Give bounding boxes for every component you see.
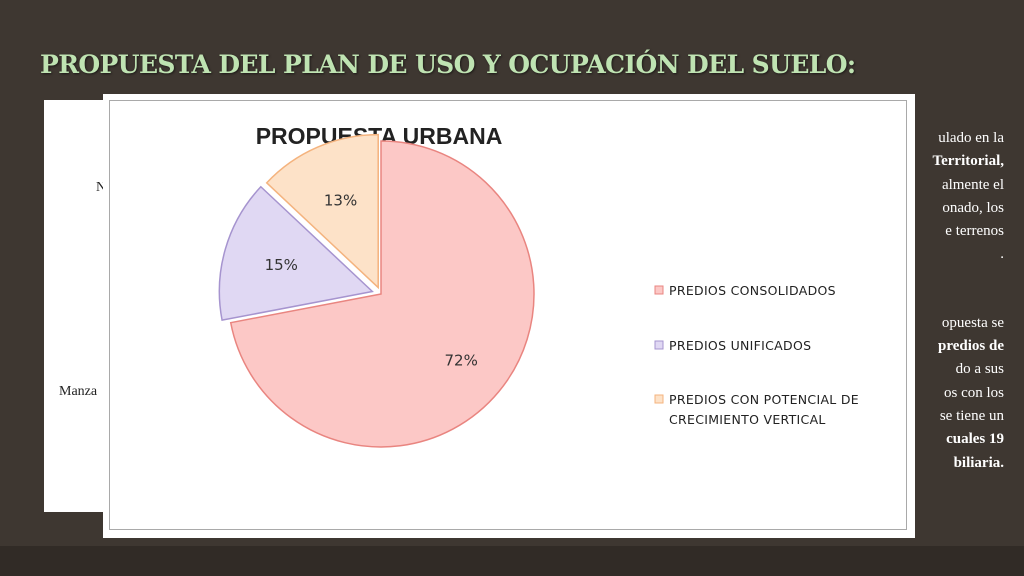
- slide-title: PROPUESTA DEL PLAN DE USO Y OCUPACIÓN DE…: [40, 50, 856, 79]
- body-line: os con los: [944, 384, 1004, 401]
- body-line: ulado en la: [938, 130, 1004, 146]
- pie-slice-3: [265, 133, 379, 290]
- body-line: Territorial,: [932, 153, 1004, 170]
- card-fragment-manza: Manza: [59, 384, 98, 399]
- legend-label-1: PREDIOS CONSOLIDADOS: [669, 283, 836, 298]
- slide-bottom-bar: [0, 546, 1024, 576]
- paragraph-gap: [902, 267, 1004, 312]
- legend-swatch-3: [654, 394, 664, 404]
- slice-data-label-3: 13%: [324, 192, 357, 210]
- legend-label-2: PREDIOS UNIFICADOS: [669, 338, 811, 353]
- card-fragment-n: N: [96, 180, 107, 195]
- legend-swatch-2: [654, 340, 664, 350]
- body-line: e terrenos: [945, 223, 1004, 240]
- slice-data-label-1: 72%: [444, 351, 477, 369]
- chart-frame: PROPUESTA URBANA 72% 15% 13% PREDIOS CONSOL…: [103, 94, 915, 538]
- legend-label-3: PREDIOS CON POTENCIAL DE: [669, 392, 859, 407]
- body-line: biliaria.: [953, 454, 1004, 471]
- body-line: cuales 19: [946, 431, 1004, 448]
- chart-title: PROPUESTA URBANA: [256, 123, 503, 149]
- chart-area: PROPUESTA URBANA 72% 15% 13% PREDIOS CONSOL…: [109, 100, 907, 530]
- body-line: onado, los: [942, 199, 1004, 216]
- body-line: do a sus: [955, 361, 1004, 378]
- body-line: .: [1000, 246, 1004, 263]
- body-line: predios de: [938, 338, 1004, 355]
- legend-swatch-1: [654, 285, 664, 295]
- right-body-text: ulado en la Territorial, almente el onad…: [902, 127, 1004, 475]
- pie-chart: PROPUESTA URBANA 72% 15% 13% PREDIOS CONSOL…: [218, 123, 859, 448]
- pie-slice-1: [229, 140, 535, 448]
- body-line: se tiene un: [939, 407, 1004, 424]
- slice-data-label-2: 15%: [265, 256, 298, 274]
- body-line: opuesta se: [941, 314, 1004, 331]
- body-line: almente el: [941, 176, 1004, 193]
- legend-label-3: CRECIMIENTO VERTICAL: [669, 412, 826, 427]
- pie-slice-2: [218, 185, 374, 322]
